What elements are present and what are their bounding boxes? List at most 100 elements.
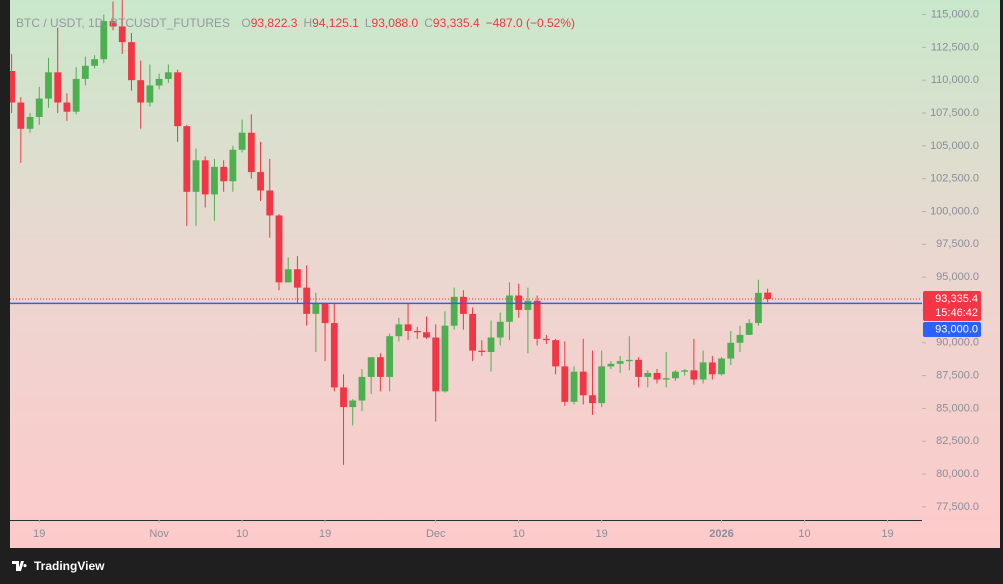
candle-body	[81, 65, 89, 79]
hline-label: 93,000.0	[935, 323, 978, 335]
y-tick-label: 82,500.0	[936, 435, 979, 447]
candle-body	[201, 160, 209, 195]
x-tick-label: 10	[798, 528, 810, 540]
y-tick-label: 100,000.0	[930, 205, 979, 217]
symbol-title: BTC / USDT, 1D, BTCUSDT_FUTURES	[16, 16, 230, 30]
candle-body	[570, 371, 578, 402]
brand-name[interactable]: TradingView	[34, 559, 105, 573]
candle-body	[561, 366, 569, 402]
legend-value: 93,335.4	[433, 16, 480, 30]
candle-body	[708, 362, 716, 375]
legend-key: H	[303, 16, 312, 30]
candle-body	[146, 85, 154, 103]
candle-body	[229, 149, 237, 182]
legend-key: C	[424, 16, 433, 30]
candle-body	[589, 395, 596, 404]
plot-area	[10, 0, 922, 465]
legend-value: 93,822.3	[251, 16, 298, 30]
y-tick-label: 80,000.0	[936, 468, 979, 480]
candle-body	[552, 340, 559, 367]
y-tick-label: 90,000.0	[936, 337, 979, 349]
candle-body	[63, 102, 71, 112]
x-tick-label: 19	[596, 528, 608, 540]
legend-value: 94,125.1	[312, 16, 359, 30]
y-tick-label: 110,000.0	[931, 74, 979, 86]
candle-body	[635, 359, 642, 377]
y-tick-label: 87,500.0	[936, 369, 979, 381]
y-tick-label: 85,000.0	[936, 402, 979, 414]
candle-body	[690, 370, 698, 380]
legend-key: L	[365, 16, 372, 30]
candle-body	[247, 132, 255, 173]
legend-change: −487.0 (−0.52%)	[486, 16, 575, 30]
legend-key: O	[241, 16, 250, 30]
candle-body	[10, 71, 15, 103]
candle-body	[128, 42, 135, 81]
candle-body	[183, 126, 191, 192]
y-tick-label: 115,000.0	[931, 8, 979, 20]
candle-body	[137, 80, 145, 103]
legend-header: BTC / USDT, 1D, BTCUSDT_FUTURES O93,822.…	[16, 16, 575, 30]
candle-body	[257, 172, 264, 191]
candle-body	[174, 72, 181, 127]
candle-body	[358, 376, 366, 401]
candle-body	[220, 166, 228, 182]
x-tick-label: 10	[236, 528, 248, 540]
candle-body	[542, 338, 550, 341]
candle-body	[699, 362, 707, 380]
candle-body	[478, 350, 486, 352]
candle-body	[118, 26, 126, 43]
candle-body	[496, 321, 504, 338]
y-tick-label: 77,500.0	[936, 501, 979, 513]
candle-body	[736, 334, 744, 343]
y-tick-label: 112,500.0	[931, 41, 979, 53]
candle-body	[72, 78, 80, 112]
y-tick-label: 107,500.0	[930, 107, 979, 119]
x-tick-label: Nov	[149, 528, 169, 540]
candle-body	[672, 371, 679, 379]
candle-body	[386, 336, 394, 377]
candle-body	[340, 387, 347, 408]
x-tick-label: 19	[33, 528, 45, 540]
candle-body	[377, 357, 384, 377]
countdown-label: 15:46:42	[935, 307, 978, 319]
candle-body	[625, 359, 633, 362]
candle-body	[91, 59, 98, 66]
candle-body	[598, 366, 606, 404]
footer: TradingView	[12, 559, 105, 573]
candle-body	[54, 72, 62, 103]
candle-body	[330, 323, 338, 388]
candle-body	[607, 363, 615, 367]
candle-body	[109, 21, 117, 27]
candle-body	[395, 324, 403, 337]
candle-body	[432, 337, 440, 392]
last-price-tag	[923, 290, 981, 321]
candle-body	[303, 287, 311, 314]
legend-value: 93,088.0	[372, 16, 419, 30]
candle-body	[524, 300, 532, 310]
candle-body	[294, 269, 301, 288]
x-tick-label: Dec	[426, 528, 446, 540]
hline-tag	[923, 321, 981, 337]
candle-body	[35, 98, 43, 117]
candle-body	[579, 371, 587, 396]
candle-body	[745, 323, 753, 335]
candle-body	[321, 303, 329, 324]
candle-body	[100, 21, 108, 60]
candle-body	[469, 313, 476, 351]
candle-body	[275, 215, 283, 283]
candle-body	[533, 300, 541, 339]
candle-body	[17, 102, 25, 129]
candle-body	[450, 296, 458, 326]
candle-body	[727, 342, 735, 359]
candle-body	[284, 269, 292, 283]
x-tick-label: 19	[319, 528, 331, 540]
candle-body	[755, 292, 762, 324]
candle-body	[681, 370, 689, 372]
last-price-label: 93,335.4	[935, 293, 978, 305]
candle-body	[211, 166, 218, 195]
candle-body	[349, 400, 357, 408]
candle-body	[404, 324, 412, 331]
y-tick-label: 97,500.0	[936, 238, 979, 250]
candle-body	[441, 325, 449, 392]
